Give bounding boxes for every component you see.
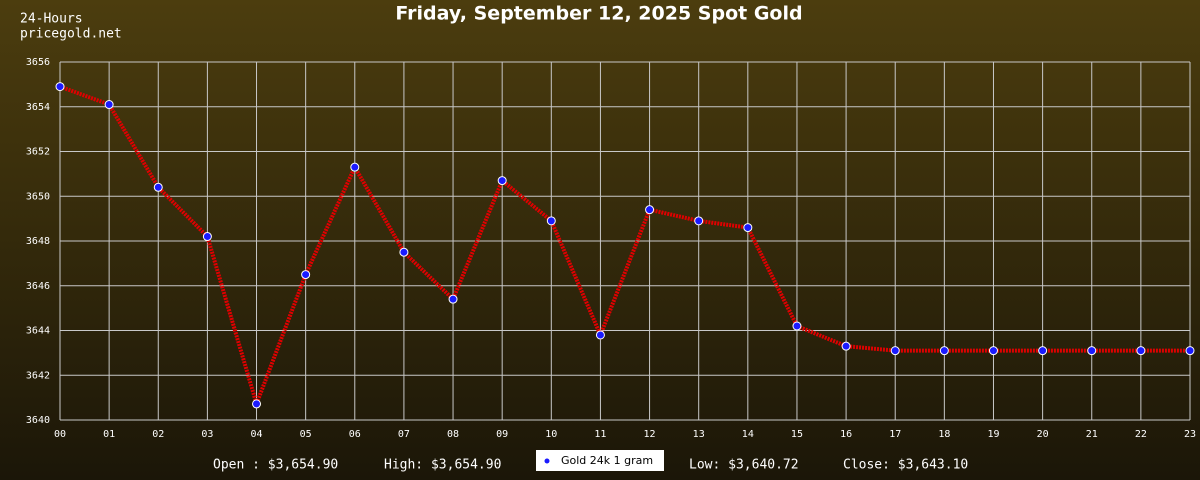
x-tick-label: 09 xyxy=(496,429,508,440)
y-tick-label: 3648 xyxy=(26,236,50,247)
data-point xyxy=(939,346,949,356)
data-point xyxy=(1038,346,1048,356)
x-tick-label: 04 xyxy=(250,429,262,440)
data-point xyxy=(497,176,507,186)
data-point xyxy=(1087,346,1097,356)
data-point xyxy=(595,330,605,340)
data-point xyxy=(890,346,900,356)
y-tick-label: 3650 xyxy=(26,191,50,202)
x-tick-label: 05 xyxy=(300,429,312,440)
data-point xyxy=(841,341,851,351)
data-point xyxy=(104,100,114,110)
x-tick-label: 20 xyxy=(1037,429,1049,440)
x-tick-label: 07 xyxy=(398,429,410,440)
x-tick-label: 08 xyxy=(447,429,459,440)
chart-title: Friday, September 12, 2025 Spot Gold xyxy=(395,3,802,25)
x-tick-label: 06 xyxy=(349,429,361,440)
data-point xyxy=(399,247,409,257)
data-point xyxy=(55,82,65,92)
data-point xyxy=(645,205,655,215)
data-point xyxy=(743,223,753,233)
summary-text: Close: $3,643.10 xyxy=(843,458,968,473)
x-tick-label: 02 xyxy=(152,429,164,440)
x-tick-label: 18 xyxy=(938,429,950,440)
source-text: pricegold.net xyxy=(20,27,122,42)
x-tick-label: 00 xyxy=(54,429,66,440)
summary-text: Open : $3,654.90 xyxy=(213,458,338,473)
y-tick-label: 3640 xyxy=(26,415,50,426)
data-point xyxy=(694,216,704,226)
data-point xyxy=(350,162,360,172)
legend-marker xyxy=(544,458,550,464)
x-tick-label: 13 xyxy=(693,429,705,440)
y-tick-label: 3652 xyxy=(26,147,50,158)
x-tick-label: 16 xyxy=(840,429,852,440)
legend-box xyxy=(536,450,664,471)
data-point xyxy=(546,216,556,226)
legend: Gold 24k 1 gram xyxy=(536,450,664,471)
x-tick-label: 03 xyxy=(201,429,213,440)
x-tick-label: 17 xyxy=(889,429,901,440)
series-line xyxy=(59,84,1190,411)
x-tick-label: 22 xyxy=(1135,429,1147,440)
data-point xyxy=(792,321,802,331)
y-tick-label: 3642 xyxy=(26,370,50,381)
y-tick-label: 3654 xyxy=(26,102,50,113)
x-tick-label: 23 xyxy=(1184,429,1196,440)
data-point xyxy=(301,270,311,280)
data-point xyxy=(448,294,458,304)
x-tick-label: 14 xyxy=(742,429,754,440)
data-point xyxy=(153,182,163,192)
x-tick-label: 01 xyxy=(103,429,115,440)
summary-text: High: $3,654.90 xyxy=(384,458,501,473)
data-point xyxy=(988,346,998,356)
y-tick-label: 3656 xyxy=(26,57,50,68)
x-tick-label: 11 xyxy=(594,429,606,440)
summary-text: Low: $3,640.72 xyxy=(689,458,799,473)
y-tick-label: 3646 xyxy=(26,281,50,292)
x-tick-label: 10 xyxy=(545,429,557,440)
x-tick-label: 19 xyxy=(987,429,999,440)
y-tick-label: 3644 xyxy=(26,326,50,337)
data-point xyxy=(1136,346,1146,356)
data-point xyxy=(202,232,212,242)
x-tick-label: 15 xyxy=(791,429,803,440)
legend-label: Gold 24k 1 gram xyxy=(561,454,653,467)
source-text: 24-Hours xyxy=(20,12,83,27)
x-tick-label: 12 xyxy=(644,429,656,440)
data-point xyxy=(252,399,262,409)
x-tick-label: 21 xyxy=(1086,429,1098,440)
data-point xyxy=(1185,346,1195,356)
